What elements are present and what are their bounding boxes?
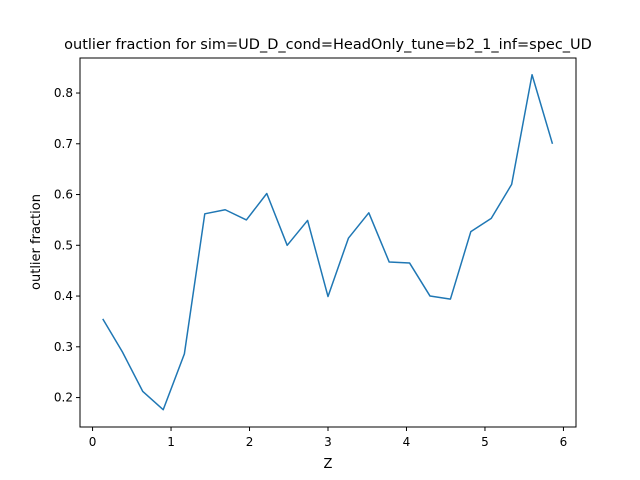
y-tick-label: 0.3	[54, 340, 73, 354]
y-tick-label: 0.8	[54, 86, 73, 100]
y-axis-label: outlier fraction	[29, 194, 44, 290]
x-tick-label: 2	[246, 435, 254, 449]
plot-area	[102, 74, 554, 411]
x-tick-label: 5	[481, 435, 489, 449]
x-tick-label: 0	[89, 435, 97, 449]
x-tick-label: 3	[324, 435, 332, 449]
series-line-0	[102, 74, 554, 411]
y-tick-label: 0.6	[54, 188, 73, 202]
x-axis: 0 1 2 3 4 5 6	[89, 427, 568, 449]
plot-frame	[79, 57, 577, 428]
x-tick-label: 6	[560, 435, 568, 449]
y-tick-label: 0.2	[54, 391, 73, 405]
y-tick-label: 0.4	[54, 289, 73, 303]
x-axis-label: Z	[324, 457, 333, 472]
x-tick-label: 4	[403, 435, 411, 449]
y-tick-label: 0.5	[54, 238, 73, 252]
x-tick-label: 1	[167, 435, 175, 449]
y-axis: 0.2 0.3 0.4 0.5 0.6 0.7 0.8	[54, 86, 80, 405]
y-tick-label: 0.7	[54, 137, 73, 151]
chart-title: outlier fraction for sim=UD_D_cond=HeadO…	[64, 37, 592, 53]
